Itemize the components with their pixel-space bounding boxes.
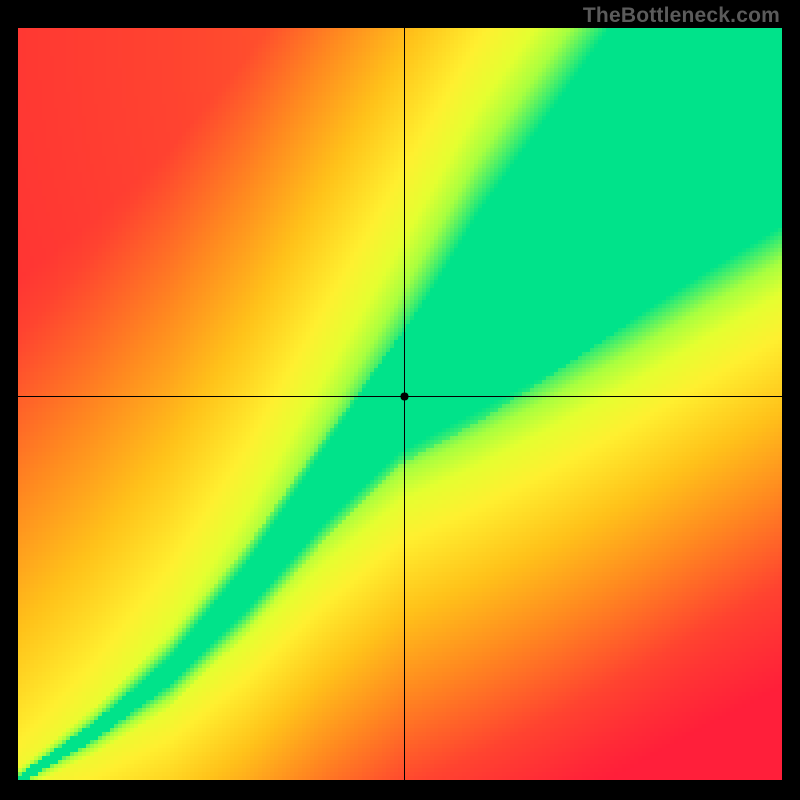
watermark-text: TheBottleneck.com	[583, 4, 780, 28]
chart-frame: { "watermark": { "text": "TheBottleneck.…	[0, 0, 800, 800]
bottleneck-heatmap-canvas	[18, 28, 782, 780]
heatmap-plot-area	[18, 28, 782, 780]
